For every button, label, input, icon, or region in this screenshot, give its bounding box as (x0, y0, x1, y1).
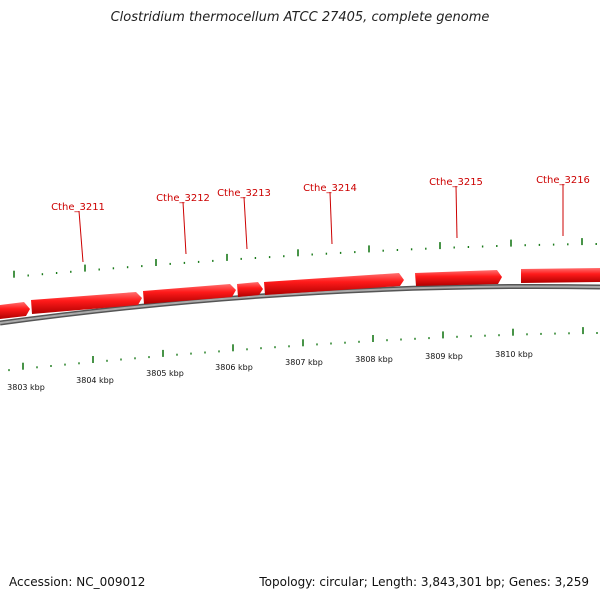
kbp-label: 3806 kbp (215, 363, 253, 372)
gene-label[interactable]: Cthe_3211 (51, 202, 105, 213)
kbp-label: 3809 kbp (425, 352, 463, 361)
gene-arrow[interactable] (0, 302, 30, 319)
kbp-label: 3804 kbp (76, 376, 114, 385)
kbp-label: 3803 kbp (7, 383, 45, 392)
gene-arrow[interactable] (415, 270, 502, 286)
genome-summary-text: Topology: circular; Length: 3,843,301 bp… (259, 575, 589, 589)
gene-arrow[interactable] (264, 273, 404, 295)
gene-label-leader (78, 210, 84, 263)
gene-arrow[interactable] (521, 268, 600, 283)
gene-label[interactable]: Cthe_3213 (217, 188, 271, 199)
gene-arrow[interactable] (31, 292, 142, 314)
gene-label-group: Cthe_3211 Cthe_3212 Cthe_3213 Cthe_3214 … (51, 175, 590, 263)
gene-label-leader (243, 196, 248, 250)
kbp-label: 3808 kbp (355, 355, 393, 364)
gene-label[interactable]: Cthe_3215 (429, 177, 483, 188)
gene-label[interactable]: Cthe_3214 (303, 183, 357, 194)
kbp-label: 3810 kbp (495, 350, 533, 359)
genome-backbone-highlight (0, 285, 600, 324)
kbp-label: 3805 kbp (146, 369, 184, 378)
gene-arrows (0, 268, 600, 319)
gene-label-leader (182, 201, 187, 255)
map-title: Clostridium thermocellum ATCC 27405, com… (110, 10, 490, 25)
gene-arrow[interactable] (237, 282, 263, 297)
kbp-label: 3807 kbp (285, 358, 323, 367)
inner-tick-row (8, 327, 598, 372)
gene-label[interactable]: Cthe_3216 (536, 175, 590, 186)
accession-text: Accession: NC_009012 (9, 575, 146, 589)
gene-arrow[interactable] (143, 284, 236, 304)
gene-label-leader (329, 191, 333, 245)
gene-label-leader (455, 185, 458, 239)
outer-tick-row (13, 238, 597, 278)
gene-label[interactable]: Cthe_3212 (156, 193, 210, 204)
kbp-label-group: 3803 kbp 3804 kbp 3805 kbp 3806 kbp 3807… (7, 350, 533, 392)
